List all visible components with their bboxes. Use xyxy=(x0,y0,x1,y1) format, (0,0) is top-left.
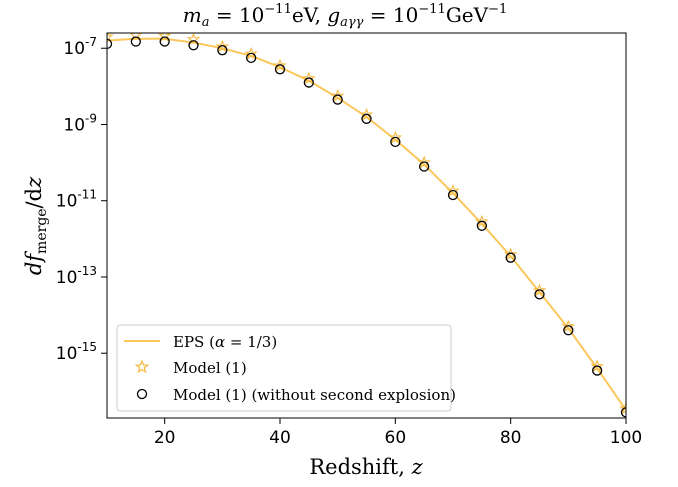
legend-eps-text: EPS xyxy=(173,333,209,351)
x-axis-label: Redshift, z xyxy=(309,455,423,479)
legend: EPS (α = 1/3) Model (1) Model (1) (witho… xyxy=(116,324,456,412)
model-no-explosion-point xyxy=(505,252,516,263)
y-tick-label-base: 10 xyxy=(63,115,85,135)
model-star-point xyxy=(503,247,518,261)
chart-title: ma = 10−11eV, gaγγ = 10−11GeV−1 xyxy=(183,2,508,30)
y-tick-label-base: 10 xyxy=(56,344,78,364)
model-no-explosion-point xyxy=(246,52,257,63)
model-star-point xyxy=(475,214,489,228)
y-tick-label-base: 10 xyxy=(56,192,78,212)
model-no-explosion-point xyxy=(476,220,487,231)
legend-eps-paren: ( xyxy=(209,333,215,351)
y-axis-label-sub: merge xyxy=(34,208,50,254)
model-star-point xyxy=(561,319,576,333)
legend-eps-alpha: α xyxy=(215,333,225,351)
x-axis: 20 40 60 80 100 xyxy=(154,418,642,448)
model-no-explosion-point xyxy=(534,289,545,300)
model-star-point xyxy=(215,39,230,53)
model-star-point xyxy=(532,283,547,297)
y-tick-label-exponent: -13 xyxy=(77,264,97,278)
model-no-explosion-point xyxy=(419,161,430,172)
x-axis-label-var: z xyxy=(411,455,424,479)
model-star-point xyxy=(359,107,374,121)
y-axis-label-d: d xyxy=(22,262,46,275)
model-no-explosion-point xyxy=(390,136,401,148)
y-tick-label-exponent: -7 xyxy=(85,35,97,49)
model-star-point xyxy=(107,33,114,43)
model-star-point xyxy=(590,359,604,373)
y-tick-label: 10-11 xyxy=(56,188,97,212)
model-no-explosion-point xyxy=(303,77,314,88)
legend-model-star-marker xyxy=(134,359,150,374)
legend-model-label: Model (1) xyxy=(173,359,247,377)
model-no-explosion-point xyxy=(592,365,603,376)
model-star-point xyxy=(157,33,172,42)
title-coupling-unit-exp: −1 xyxy=(488,2,507,17)
model-no-explosion-point xyxy=(130,36,141,47)
y-axis-label-f: f xyxy=(22,251,46,264)
y-tick-label-exponent: -9 xyxy=(85,111,97,125)
legend-eps-label: EPS (α = 1/3) xyxy=(173,333,277,351)
model-star-point xyxy=(446,183,460,197)
model-no-explosion-point xyxy=(361,113,372,124)
title-mass-var: m xyxy=(183,3,202,27)
model-star-point xyxy=(244,46,258,60)
y-tick-label-base: 10 xyxy=(56,268,78,288)
title-coupling-eq: = 10 xyxy=(363,3,418,27)
model-no-explosion-point xyxy=(447,189,459,201)
x-tick-label: 80 xyxy=(500,428,522,448)
model-no-explosion-point xyxy=(563,325,574,336)
legend-eps-value: = 1/3) xyxy=(225,333,277,351)
model-no-explosion-point xyxy=(620,407,626,418)
y-tick-label: 10-9 xyxy=(63,111,97,135)
model-star-point xyxy=(273,58,287,72)
y-tick-label-exponent: -11 xyxy=(77,188,97,202)
y-tick-label-base: 10 xyxy=(63,39,85,59)
x-tick-label: 20 xyxy=(154,428,176,448)
y-axis-label-rest: /d xyxy=(22,188,46,209)
legend-box xyxy=(116,324,452,412)
model-no-explosion-point xyxy=(332,94,343,105)
y-tick-label: 10-7 xyxy=(63,35,97,59)
model-star-point xyxy=(388,130,403,144)
model-no-explosion-point xyxy=(217,45,228,56)
title-mass-exp: −11 xyxy=(264,2,291,17)
title-coupling-unit: GeV xyxy=(446,3,489,27)
model-no-explosion-point xyxy=(107,38,113,50)
y-tick-label: 10-13 xyxy=(56,264,97,288)
model-star-point xyxy=(619,401,626,415)
y-tick-label-exponent: -15 xyxy=(77,340,97,354)
legend-model-no-explosion-marker xyxy=(136,388,148,400)
title-coupling-sub: aγγ xyxy=(340,15,364,30)
model-no-explosion-point xyxy=(274,64,286,75)
model-star-point xyxy=(417,155,431,169)
x-tick-label: 100 xyxy=(610,428,642,448)
x-tick-label: 40 xyxy=(269,428,291,448)
title-mass-eq: = 10 xyxy=(209,3,264,27)
model-no-explosion-point xyxy=(188,40,199,51)
x-tick-label: 60 xyxy=(385,428,407,448)
title-mass-sub: a xyxy=(202,15,210,30)
model-star-point xyxy=(302,71,316,85)
series-layer xyxy=(107,33,626,418)
y-tick-label: 10-15 xyxy=(56,340,97,364)
model-star-point xyxy=(186,33,201,46)
title-mass-unit: eV, xyxy=(292,3,328,27)
legend-model-no-explosion-label: Model (1) (without second explosion) xyxy=(173,386,456,404)
plot-frame xyxy=(106,32,627,419)
title-coupling-var: g xyxy=(327,3,340,27)
y-axis-label-z: z xyxy=(22,176,46,189)
y-axis-label: dfmerge/dz xyxy=(22,176,50,275)
title-coupling-exp: −11 xyxy=(418,2,445,17)
model-star-point xyxy=(330,88,345,102)
model-no-explosion-point xyxy=(159,36,170,47)
x-axis-label-text: Redshift, xyxy=(309,455,411,479)
